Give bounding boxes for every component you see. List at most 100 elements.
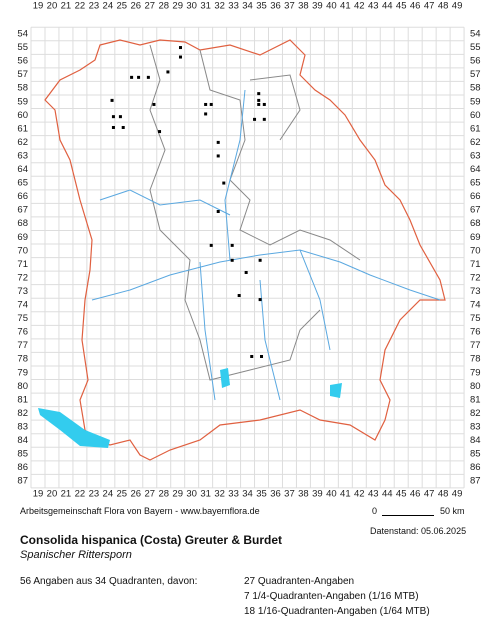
column-label: 25 [117, 489, 128, 500]
scale-end: 50 km [440, 506, 465, 516]
detail: 18 1/16-Quadranten-Angaben (1/64 MTB) [244, 606, 430, 617]
row-label: 79 [17, 367, 28, 378]
column-label: 47 [424, 489, 435, 500]
row-label: 76 [17, 327, 28, 338]
column-label: 25 [117, 1, 128, 12]
column-label: 19 [33, 1, 44, 12]
row-label: 58 [17, 83, 28, 94]
record [262, 102, 266, 106]
title: Consolida hispanica (Costa) Greuter & Bu… [20, 533, 283, 547]
column-label: 22 [75, 489, 86, 500]
column-label: 43 [368, 1, 379, 12]
record [250, 354, 254, 358]
row-label: 82 [17, 408, 28, 419]
row-label: 85 [470, 449, 481, 460]
row-label: 56 [470, 56, 481, 67]
record [257, 102, 261, 106]
row-label: 69 [17, 232, 28, 243]
row-label: 83 [17, 421, 28, 432]
column-label: 36 [270, 489, 281, 500]
record [137, 75, 141, 79]
record [244, 270, 248, 274]
row-label: 87 [470, 476, 481, 487]
column-label: 49 [452, 489, 463, 500]
column-label: 29 [172, 489, 183, 500]
row-label: 54 [470, 29, 481, 40]
row-label: 59 [470, 96, 481, 107]
row-label: 85 [17, 449, 28, 460]
column-label: 36 [270, 1, 281, 12]
column-label: 21 [61, 1, 72, 12]
row-label: 75 [470, 313, 481, 324]
row-label: 72 [470, 272, 481, 283]
record [260, 354, 264, 358]
subtitle: Spanischer Rittersporn [20, 549, 132, 561]
row-label: 75 [17, 313, 28, 324]
column-label: 26 [131, 489, 142, 500]
record [121, 125, 125, 129]
row-label: 70 [17, 245, 28, 256]
record [257, 98, 261, 102]
record [258, 258, 262, 262]
column-label: 40 [326, 489, 337, 500]
column-label: 28 [158, 489, 169, 500]
record [209, 243, 213, 247]
row-label: 57 [17, 69, 28, 80]
column-label: 23 [89, 489, 100, 500]
row-label: 72 [17, 272, 28, 283]
column-label: 46 [410, 489, 421, 500]
river [91, 89, 441, 401]
column-label: 44 [382, 1, 393, 12]
row-label: 86 [470, 462, 481, 473]
row-label: 64 [17, 164, 28, 175]
column-label: 34 [242, 1, 253, 12]
row-label: 76 [470, 327, 481, 338]
row-label: 71 [17, 259, 28, 270]
column-label: 38 [298, 489, 309, 500]
record [158, 130, 162, 134]
row-label: 78 [17, 354, 28, 365]
row-label: 81 [17, 394, 28, 405]
row-label: 58 [470, 83, 481, 94]
record [230, 243, 234, 247]
row-label: 61 [17, 123, 28, 134]
row-label: 64 [470, 164, 481, 175]
record [209, 102, 213, 106]
column-label: 48 [438, 489, 449, 500]
record [216, 140, 220, 144]
row-label: 63 [470, 150, 481, 161]
row-label: 74 [470, 300, 481, 311]
row-label: 59 [17, 96, 28, 107]
row-label: 68 [17, 218, 28, 229]
column-label: 45 [396, 489, 407, 500]
detail: 7 1/4-Quadranten-Angaben (1/16 MTB) [244, 591, 419, 602]
row-label: 83 [470, 421, 481, 432]
row-label: 77 [470, 340, 481, 351]
column-label: 32 [214, 489, 225, 500]
row-label: 60 [17, 110, 28, 121]
row-label: 66 [17, 191, 28, 202]
column-label: 40 [326, 1, 337, 12]
row-label: 62 [470, 137, 481, 148]
row-label: 55 [470, 42, 481, 53]
row-label: 87 [17, 476, 28, 487]
row-label: 74 [17, 300, 28, 311]
record [118, 115, 122, 119]
column-label: 49 [452, 1, 463, 12]
row-label: 80 [17, 381, 28, 392]
column-label: 20 [47, 1, 58, 12]
column-label: 48 [438, 1, 449, 12]
record [111, 125, 115, 129]
column-label: 38 [298, 1, 309, 12]
column-label: 31 [200, 1, 211, 12]
record [130, 75, 134, 79]
column-label: 42 [354, 489, 365, 500]
column-label: 24 [103, 489, 114, 500]
column-label: 42 [354, 1, 365, 12]
row-label: 73 [470, 286, 481, 297]
row-label: 55 [17, 42, 28, 53]
column-label: 46 [410, 1, 421, 12]
column-label: 37 [284, 1, 295, 12]
